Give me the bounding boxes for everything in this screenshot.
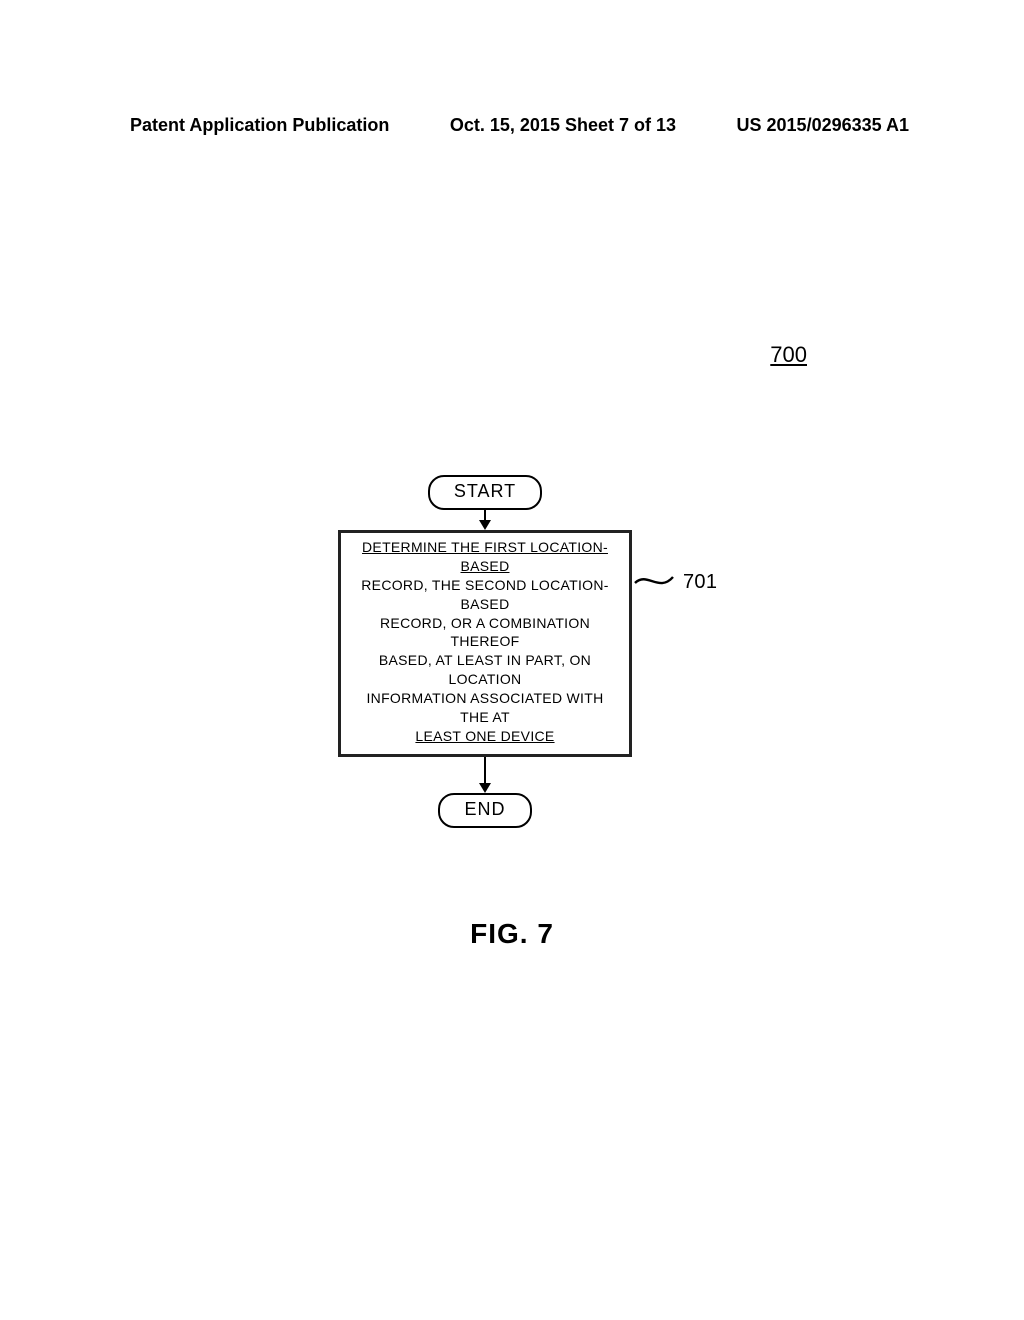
header-right: US 2015/0296335 A1	[737, 115, 909, 136]
arrow-line	[484, 757, 486, 783]
process-line-1: DETERMINE THE FIRST LOCATION-BASED	[351, 538, 619, 576]
page-header: Patent Application Publication Oct. 15, …	[130, 115, 909, 136]
arrow-line	[484, 510, 486, 520]
reference-number: 700	[770, 342, 807, 368]
process-box: DETERMINE THE FIRST LOCATION-BASED RECOR…	[338, 530, 632, 757]
callout-label: 701	[683, 569, 717, 596]
flowchart: START DETERMINE THE FIRST LOCATION-BASED…	[300, 475, 670, 828]
process-line-2: RECORD, THE SECOND LOCATION-BASED	[351, 576, 619, 614]
process-line-4: BASED, AT LEAST IN PART, ON LOCATION	[351, 651, 619, 689]
figure-caption: FIG. 7	[0, 918, 1024, 950]
process-line-5: INFORMATION ASSOCIATED WITH THE AT	[351, 689, 619, 727]
end-terminal: END	[438, 793, 531, 828]
process-line-6: LEAST ONE DEVICE	[351, 727, 619, 746]
callout: 701	[633, 567, 717, 597]
process-line-3: RECORD, OR A COMBINATION THEREOF	[351, 614, 619, 652]
start-terminal: START	[428, 475, 542, 510]
arrow-head-icon	[479, 783, 491, 793]
header-left: Patent Application Publication	[130, 115, 389, 136]
page: Patent Application Publication Oct. 15, …	[0, 0, 1024, 1320]
header-center: Oct. 15, 2015 Sheet 7 of 13	[450, 115, 676, 136]
arrow-head-icon	[479, 520, 491, 530]
callout-curve-icon	[633, 567, 677, 597]
